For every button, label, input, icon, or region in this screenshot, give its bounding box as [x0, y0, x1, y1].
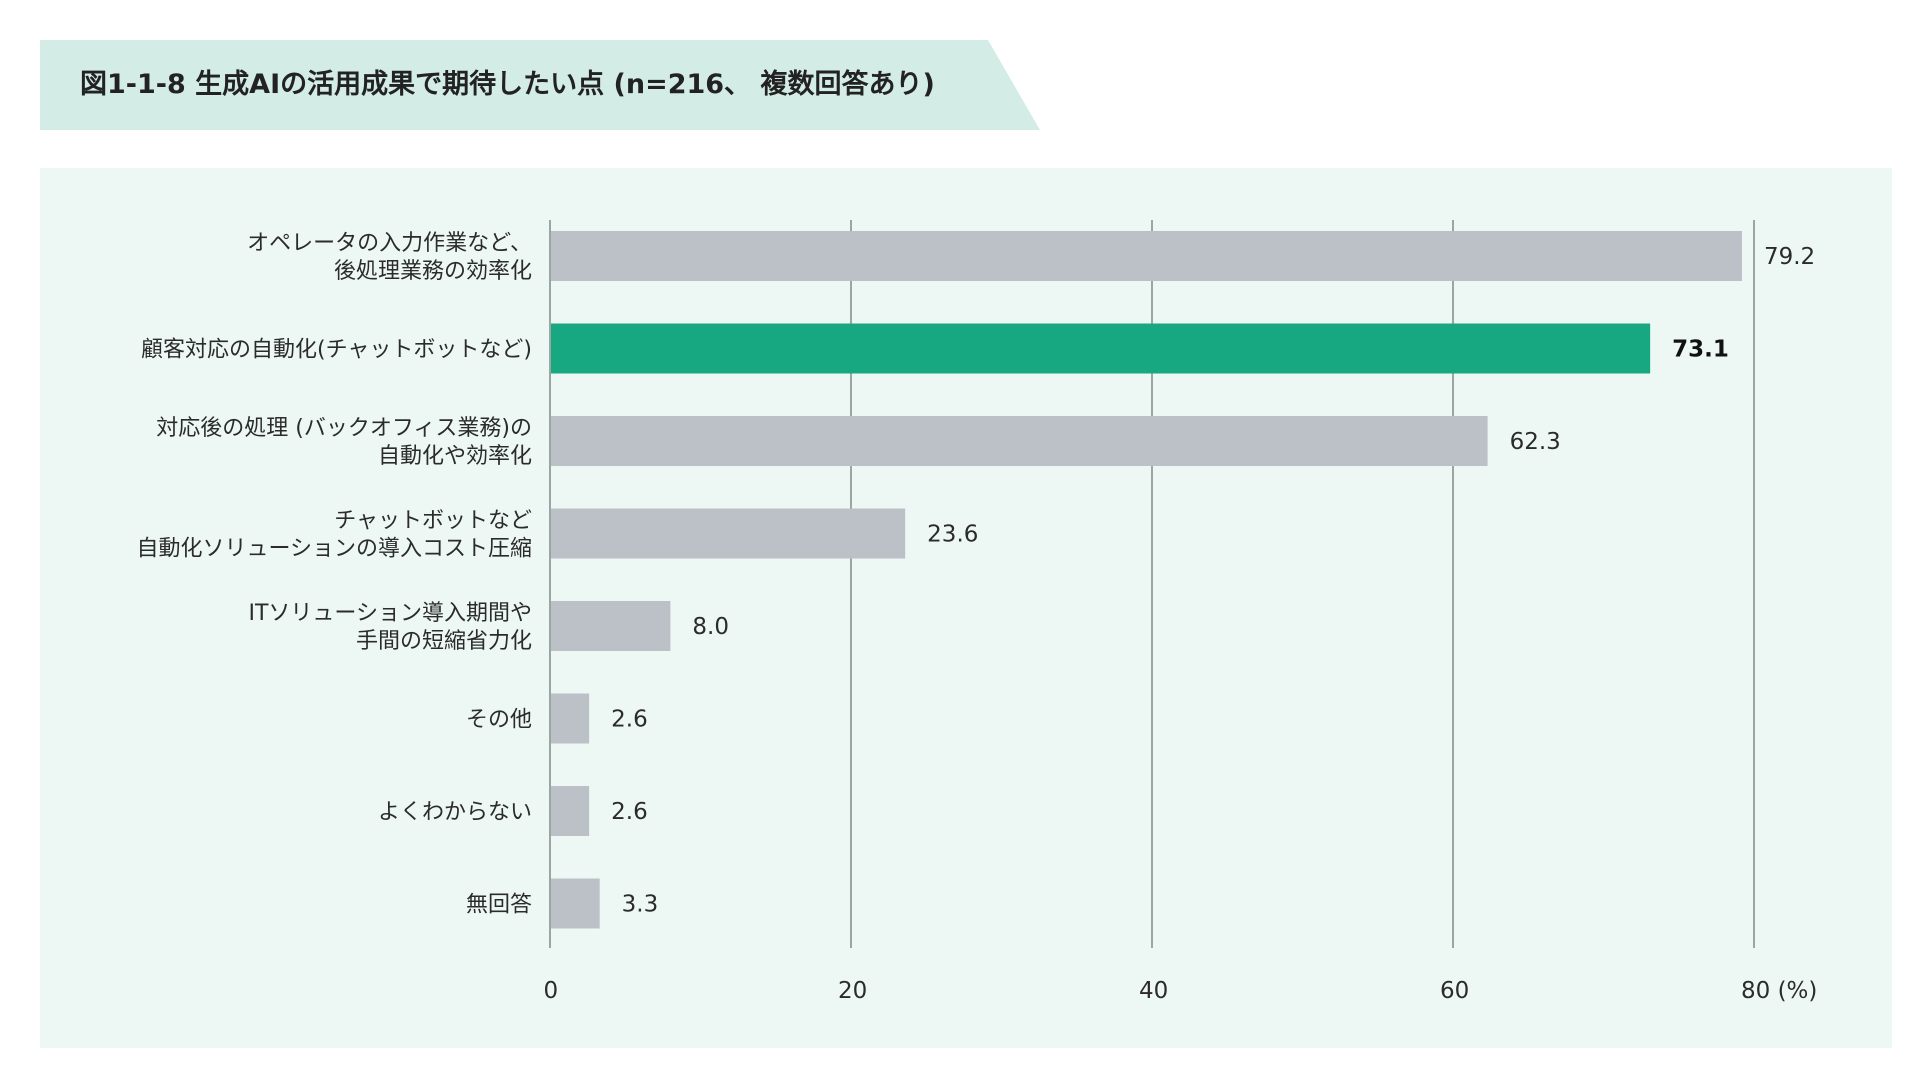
bar-chart: 0 20 40 60 80 (%) 79.2 オペレータの入力作業など、後処理業務の効率化 7…	[136, 220, 1817, 1004]
data-label: 8.0	[692, 614, 729, 640]
x-tick-label: 40	[1139, 978, 1168, 1004]
chart-title: 図1-1-8 生成AIの活用成果で期待したい点 (n=216、 複数回答あり)	[80, 69, 935, 100]
data-label: 2.6	[611, 799, 648, 825]
category-label: 対応後の処理 (バックオフィス業務)の	[156, 416, 532, 441]
category-label: オペレータの入力作業など、	[247, 231, 532, 256]
category-label: 自動化や効率化	[378, 444, 532, 469]
category-label: 顧客対応の自動化(チャットボットなど)	[141, 338, 532, 363]
bar	[551, 601, 671, 651]
category-label: 無回答	[466, 893, 532, 918]
x-tick-label: 0	[544, 978, 559, 1004]
data-label: 79.2	[1764, 244, 1815, 270]
x-tick-label: 20	[838, 978, 867, 1004]
x-tick-label: 80 (%)	[1741, 978, 1817, 1004]
category-label: チャットボットなど	[334, 509, 532, 534]
bar-highlighted	[551, 323, 1651, 374]
category-label: 自動化ソリューションの導入コスト圧縮	[136, 537, 532, 562]
bar	[551, 693, 590, 744]
x-tick-label: 60	[1440, 978, 1469, 1004]
data-label: 2.6	[611, 707, 648, 733]
bar	[551, 508, 906, 559]
category-label: その他	[466, 708, 532, 733]
category-label: 手間の短縮省力化	[356, 629, 532, 654]
chart-panel: 0 20 40 60 80 (%) 79.2 オペレータの入力作業など、後処理業務の効率化 7…	[40, 168, 1892, 1048]
category-label: 後処理業務の効率化	[334, 259, 532, 284]
category-label: ITソリューション導入期間や	[249, 601, 533, 626]
data-label: 62.3	[1510, 429, 1561, 455]
bar	[551, 416, 1488, 466]
title-banner: 図1-1-8 生成AIの活用成果で期待したい点 (n=216、 複数回答あり)	[40, 40, 1040, 130]
category-label: よくわからない	[378, 800, 532, 825]
bar	[551, 231, 1742, 281]
bar	[551, 878, 600, 929]
data-label: 3.3	[622, 892, 659, 918]
data-label: 23.6	[927, 522, 978, 548]
data-label: 73.1	[1672, 337, 1729, 363]
bar	[551, 786, 590, 836]
